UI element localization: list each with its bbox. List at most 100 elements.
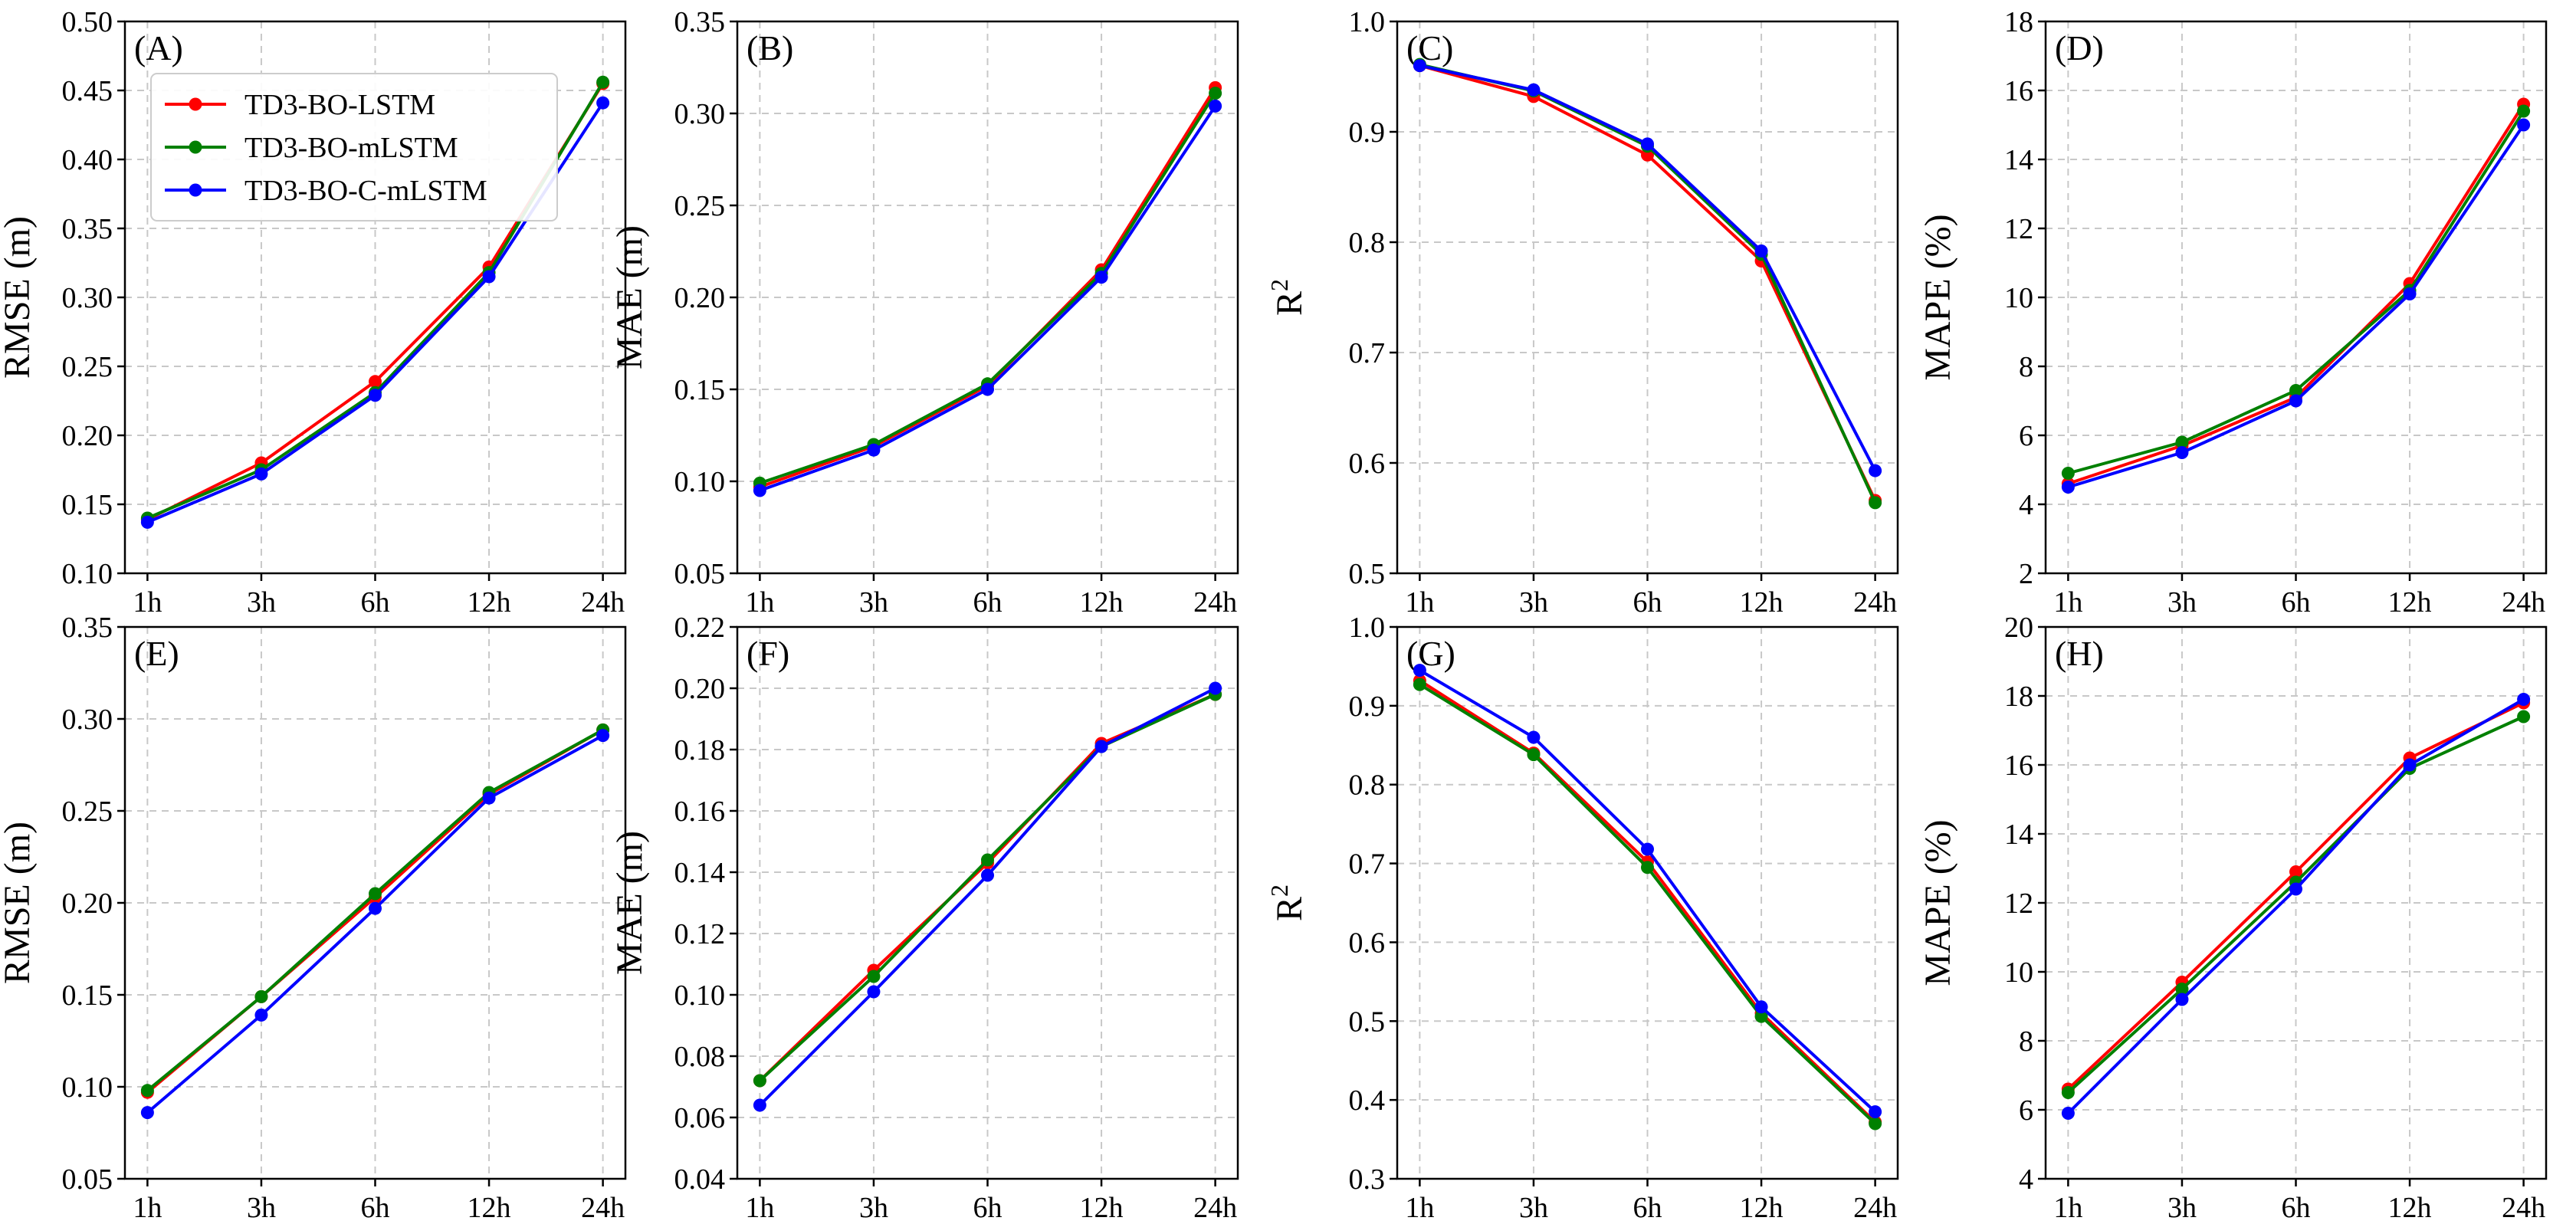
x-tick-label: 6h (973, 1192, 1003, 1224)
panel-d: 1h 3h 6h 12h 24h 2 4 6 8 10 12 14 16 18 MAPE (%) (D) (1918, 6, 2548, 619)
data-point-td3-bo-c-mlstm (140, 515, 154, 529)
x-tick-label: 3h (1519, 1192, 1548, 1224)
y-tick-label: 16 (2004, 75, 2033, 107)
data-point-td3-bo-mlstm (1869, 496, 1882, 510)
y-axis-label-superscript: 2 (1265, 279, 1293, 291)
x-tick-label: 1h (2053, 1192, 2082, 1224)
x-tick-label: 12h (1080, 586, 1124, 619)
data-point-td3-bo-mlstm (1869, 1117, 1882, 1130)
data-point-td3-bo-mlstm (596, 75, 610, 89)
panel-label: (A) (134, 28, 183, 67)
data-point-td3-bo-c-mlstm (1869, 464, 1882, 477)
y-tick-label: 0.30 (62, 704, 113, 736)
data-point-td3-bo-c-mlstm (1413, 59, 1426, 73)
y-tick-label: 0.50 (62, 6, 113, 38)
y-tick-label: 0.8 (1349, 770, 1386, 802)
data-point-td3-bo-mlstm (867, 970, 881, 983)
y-tick-label: 0.4 (1349, 1085, 1386, 1117)
y-tick-label: 0.6 (1349, 927, 1386, 959)
y-tick-label: 18 (2004, 681, 2033, 713)
x-tick-label: 24h (1193, 1192, 1237, 1224)
y-tick-label: 0.05 (62, 1163, 113, 1196)
x-tick-label: 3h (2167, 1192, 2197, 1224)
x-tick-label: 3h (247, 1192, 276, 1224)
x-tick-label: 3h (247, 586, 276, 619)
x-tick-label: 1h (1405, 1192, 1434, 1224)
y-axis-label: MAE (m) (609, 225, 650, 369)
y-tick-label: 0.15 (62, 980, 113, 1012)
data-point-td3-bo-mlstm (753, 1074, 766, 1088)
x-tick-label: 1h (2053, 586, 2082, 619)
y-tick-label: 0.05 (674, 558, 726, 590)
y-tick-label: 0.35 (674, 6, 726, 38)
panel-g: 1h 3h 6h 12h 24h 0.3 0.4 0.5 0.6 0.7 0.8 0.9 1.0 R2 (G… (1265, 612, 1899, 1224)
panel-label: (G) (1406, 634, 1455, 673)
data-point-td3-bo-mlstm (369, 887, 382, 901)
data-point-td3-bo-mlstm (2517, 104, 2531, 118)
data-point-td3-bo-lstm (2289, 865, 2302, 878)
data-point-td3-bo-c-mlstm (1754, 244, 1768, 258)
x-tick-label: 24h (1853, 586, 1897, 619)
y-tick-label: 16 (2004, 750, 2033, 782)
y-tick-label: 0.04 (674, 1163, 726, 1196)
y-tick-label: 0.10 (62, 558, 113, 590)
y-axis-label: R2 (1265, 884, 1310, 921)
panel-label: (H) (2055, 634, 2104, 673)
data-point-td3-bo-mlstm (2061, 467, 2075, 480)
data-point-td3-bo-mlstm (1527, 748, 1541, 762)
y-tick-label: 0.9 (1349, 116, 1386, 149)
data-point-td3-bo-c-mlstm (1527, 83, 1541, 97)
panel-a: 1h 3h 6h 12h 24h 0.10 0.15 0.20 0.25 0.30 0.35 0.40… (0, 6, 627, 619)
data-point-td3-bo-mlstm (1641, 861, 1654, 875)
data-point-td3-bo-c-mlstm (2289, 394, 2302, 408)
data-point-td3-bo-mlstm (140, 1084, 154, 1098)
data-point-td3-bo-c-mlstm (1869, 1105, 1882, 1119)
x-tick-label: 12h (2388, 586, 2432, 619)
panel-label: (E) (134, 634, 179, 673)
data-point-td3-bo-c-mlstm (867, 985, 881, 999)
x-tick-label: 24h (2502, 586, 2545, 619)
x-tick-label: 1h (745, 1192, 774, 1224)
x-tick-label: 6h (1633, 1192, 1662, 1224)
y-tick-label: 0.3 (1349, 1163, 1386, 1196)
data-point-td3-bo-c-mlstm (482, 791, 496, 805)
y-axis-label: R2 (1265, 279, 1310, 316)
data-point-td3-bo-c-mlstm (369, 389, 382, 402)
y-tick-label: 6 (2019, 420, 2033, 452)
x-tick-label: 6h (361, 1192, 390, 1224)
panel-b: 1h 3h 6h 12h 24h 0.05 0.10 0.15 0.20 0.25 0.30 0.35… (609, 6, 1239, 619)
y-tick-label: 0.25 (62, 796, 113, 828)
y-tick-label: 0.20 (674, 282, 726, 314)
data-point-td3-bo-c-mlstm (981, 868, 994, 882)
panel-label: (B) (747, 28, 793, 67)
y-axis-label: MAE (m) (609, 831, 650, 975)
x-tick-label: 6h (973, 586, 1003, 619)
x-tick-label: 3h (859, 586, 888, 619)
y-tick-label: 0.35 (62, 612, 113, 644)
y-tick-label: 0.10 (674, 466, 726, 498)
y-tick-label: 0.10 (62, 1071, 113, 1104)
y-axis-label-superscript: 2 (1265, 884, 1293, 897)
panel-f: 1h 3h 6h 12h 24h 0.04 0.06 0.08 0.10 0.12 0.14 0.16… (609, 612, 1239, 1224)
data-point-td3-bo-mlstm (2175, 983, 2189, 996)
x-tick-label: 6h (361, 586, 390, 619)
y-tick-label: 1.0 (1349, 612, 1386, 644)
y-tick-label: 14 (2004, 144, 2033, 176)
series-line-td3-bo-mlstm (759, 92, 1217, 485)
x-tick-label: 3h (859, 1192, 888, 1224)
data-point-td3-bo-mlstm (1413, 678, 1426, 691)
x-tick-label: 24h (1193, 586, 1237, 619)
data-point-td3-bo-c-mlstm (1413, 664, 1426, 678)
data-point-td3-bo-c-mlstm (1754, 1000, 1768, 1014)
legend-swatch-marker (189, 97, 202, 111)
data-point-td3-bo-c-mlstm (596, 729, 610, 743)
legend-entry-label: TD3-BO-LSTM (244, 89, 435, 121)
data-point-td3-bo-c-mlstm (2175, 446, 2189, 459)
panel-e: 1h 3h 6h 12h 24h 0.05 0.10 0.15 0.20 0.25 0.30 0.35… (0, 612, 627, 1224)
y-tick-label: 0.18 (674, 734, 726, 766)
x-tick-label: 3h (2167, 586, 2197, 619)
x-tick-label: 12h (1740, 586, 1784, 619)
data-point-td3-bo-c-mlstm (1527, 730, 1541, 744)
panel-h: 1h 3h 6h 12h 24h 4 6 8 10 12 14 16 18 20 MAPE (%) (H) (1918, 612, 2548, 1224)
y-tick-label: 4 (2019, 1163, 2033, 1196)
